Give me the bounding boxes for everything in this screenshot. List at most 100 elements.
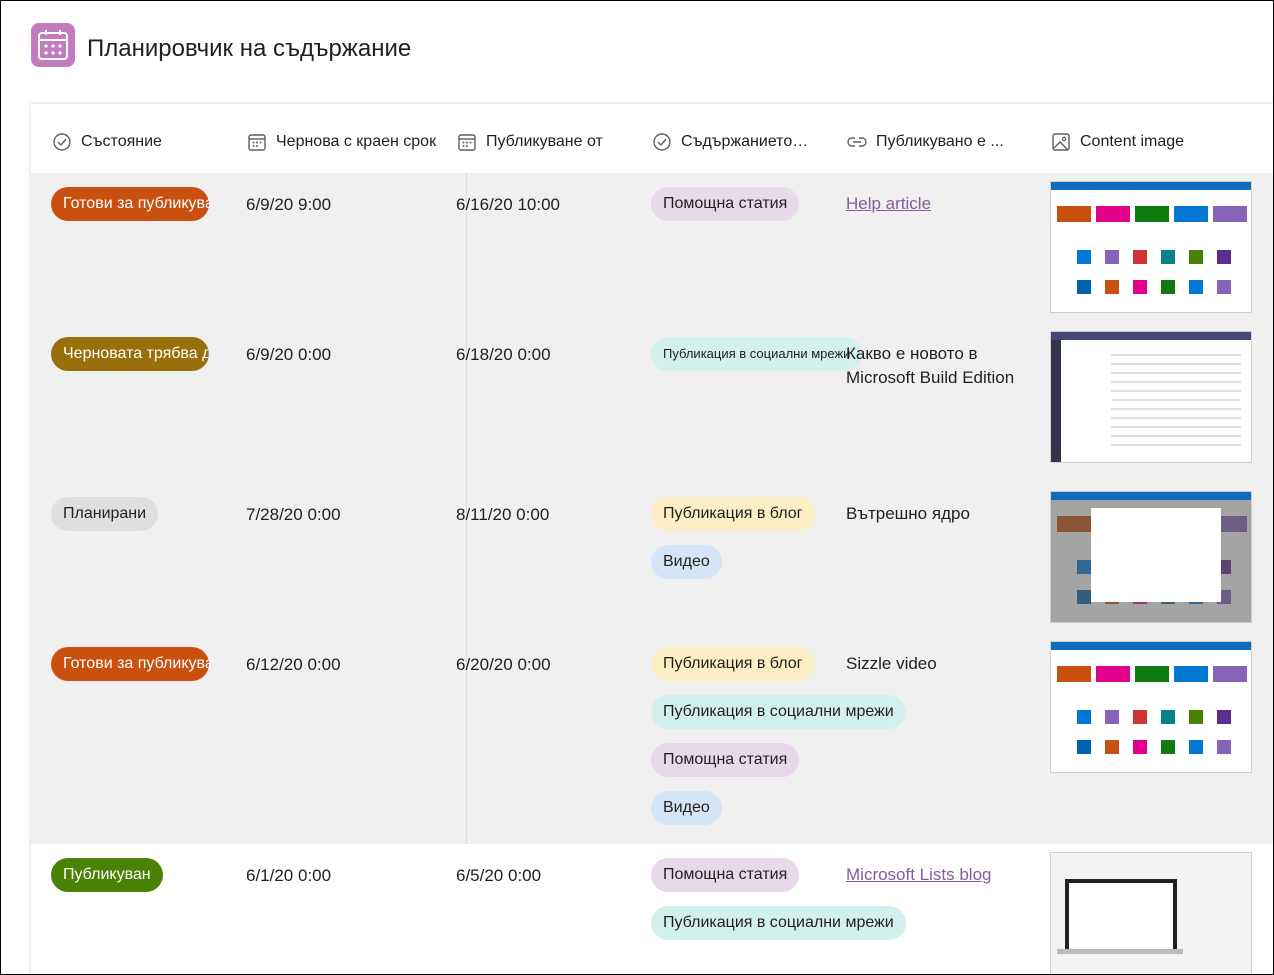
- thumb-line: [1111, 408, 1241, 410]
- content-type-pill: Публикация в социални мрежи: [651, 337, 863, 371]
- column-header-label: Content image: [1080, 133, 1185, 150]
- thumb-app: [1189, 740, 1203, 754]
- thumb-line: [1111, 426, 1241, 428]
- draft-date: 7/28/20 0:00: [246, 505, 341, 524]
- thumb-tile: [1096, 666, 1130, 682]
- publish-date: 6/20/20 0:00: [456, 655, 551, 674]
- content-type-pill: Помощна статия: [651, 187, 800, 221]
- column-icon: [847, 137, 867, 147]
- thumb-bar: [1051, 492, 1251, 500]
- draft-date: 6/12/20 0:00: [246, 655, 341, 674]
- thumb-app: [1217, 280, 1231, 294]
- column-header[interactable]: Състояние: [51, 131, 162, 153]
- column-divider: [466, 173, 467, 844]
- content-type-pill: Помощна статия: [651, 743, 800, 777]
- thumb-laptop-base: [1057, 949, 1183, 954]
- thumb-app: [1105, 740, 1119, 754]
- column-header[interactable]: Публикуване от: [456, 131, 603, 153]
- thumb-app: [1077, 280, 1091, 294]
- calendar-glyph: [38, 30, 68, 60]
- content-image: [1050, 491, 1252, 623]
- thumb-app: [1105, 250, 1119, 264]
- publish-link[interactable]: Microsoft Lists blog: [846, 865, 992, 884]
- content-image: [1050, 181, 1252, 313]
- thumb-bar: [1051, 332, 1251, 340]
- thumb-tile: [1213, 666, 1247, 682]
- thumb-tile: [1135, 666, 1169, 682]
- column-header[interactable]: Чернова с краен срок: [246, 131, 436, 153]
- content-type-pill: Публикация в блог: [651, 647, 815, 681]
- list-table: Състояние Чернова с краен срок Публикуване…: [31, 104, 1273, 974]
- thumb-tile: [1096, 206, 1130, 222]
- thumb-line: [1111, 390, 1241, 392]
- thumb-line: [1111, 363, 1241, 365]
- thumb-app: [1217, 740, 1231, 754]
- thumb-line: [1111, 399, 1241, 401]
- thumb-app: [1077, 250, 1091, 264]
- thumb-app: [1161, 740, 1175, 754]
- column-header-label: Чернова с краен срок: [276, 133, 437, 150]
- thumb-app: [1217, 710, 1231, 724]
- thumb-line: [1111, 444, 1241, 446]
- thumb-tile: [1174, 666, 1208, 682]
- thumb-laptop: [1065, 879, 1177, 953]
- thumb-app: [1189, 710, 1203, 724]
- column-icon: [53, 133, 71, 151]
- column-icon: [458, 134, 476, 151]
- thumb-app: [1133, 250, 1147, 264]
- thumb-line: [1111, 354, 1241, 356]
- publish-link[interactable]: Help article: [846, 194, 932, 213]
- column-header[interactable]: Публикувано е ...: [846, 131, 1004, 153]
- thumb-app: [1189, 250, 1203, 264]
- draft-date: 6/1/20 0:00: [246, 866, 332, 885]
- column-icon: [653, 133, 671, 151]
- thumb-rail: [1051, 340, 1061, 462]
- thumb-line: [1111, 435, 1241, 437]
- thumb-app: [1161, 250, 1175, 264]
- status-pill: Готови за публикуване: [51, 187, 209, 221]
- column-header-label: Състояние: [81, 133, 162, 150]
- thumb-tile: [1213, 206, 1247, 222]
- thumb-tile: [1174, 206, 1208, 222]
- status-pill: Готови за публикуване: [51, 647, 209, 681]
- publish-date: 6/5/20 0:00: [456, 866, 542, 885]
- column-header-label: Публикуване от: [486, 133, 603, 150]
- thumb-tile: [1135, 206, 1169, 222]
- thumb-app: [1161, 280, 1175, 294]
- column-header-label: Съдържанието…: [681, 133, 809, 150]
- thumb-line: [1111, 381, 1241, 383]
- column-header[interactable]: Съдържанието…: [651, 131, 808, 153]
- publish-date: 6/18/20 0:00: [456, 345, 551, 364]
- draft-date: 6/9/20 9:00: [246, 195, 332, 214]
- publish-date: 6/16/20 10:00: [456, 195, 560, 214]
- thumb-app: [1189, 280, 1203, 294]
- thumb-tile: [1057, 206, 1091, 222]
- thumb-line: [1111, 417, 1241, 419]
- content-image: [1050, 852, 1252, 974]
- status-pill: Черновата трябва да: [51, 337, 209, 371]
- list-title: Планировчик на съдържание: [87, 35, 412, 62]
- column-header-label: Публикувано е ...: [876, 133, 1004, 150]
- column-header[interactable]: Content image: [1050, 131, 1184, 153]
- content-image: [1050, 641, 1252, 773]
- status-pill: Публикуван: [51, 858, 163, 892]
- publish-link: Вътрешно ядро: [846, 504, 970, 523]
- thumb-app: [1133, 280, 1147, 294]
- content-type-pill: Помощна статия: [651, 858, 800, 892]
- column-icon: [1052, 133, 1070, 151]
- app-icon: [31, 23, 75, 67]
- content-image: [1050, 331, 1252, 463]
- publish-link: Sizzle video: [846, 654, 937, 673]
- column-icon: [248, 134, 266, 151]
- thumb-tile: [1057, 666, 1091, 682]
- thumb-app: [1133, 740, 1147, 754]
- content-type-pill: Публикация в социални мрежи: [651, 906, 906, 940]
- draft-date: 6/9/20 0:00: [246, 345, 332, 364]
- thumb-app: [1105, 280, 1119, 294]
- publish-date: 8/11/20 0:00: [456, 505, 550, 524]
- content-type-pill: Видео: [651, 545, 722, 579]
- thumb-bar: [1051, 642, 1251, 650]
- status-pill: Планирани: [51, 497, 159, 531]
- thumb-dialog: [1091, 508, 1221, 602]
